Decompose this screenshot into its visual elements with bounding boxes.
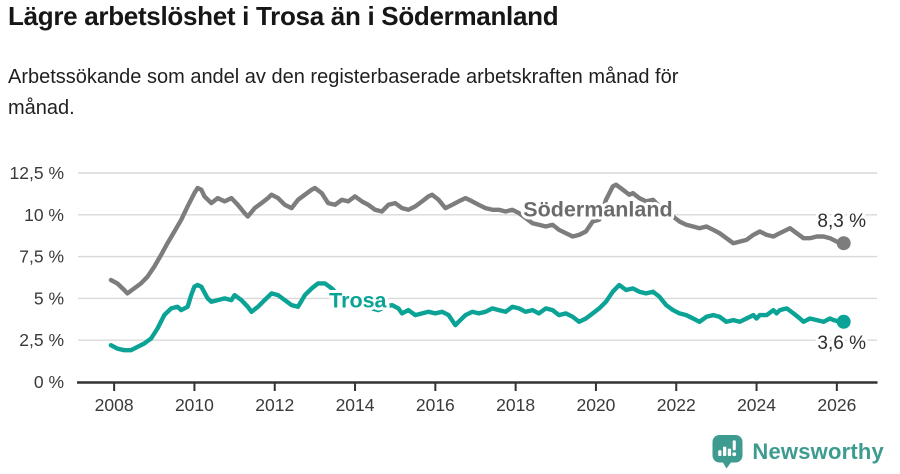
x-tick-label: 2014 xyxy=(336,395,375,415)
x-tick-label: 2016 xyxy=(416,395,455,415)
x-tick-label: 2010 xyxy=(175,395,214,415)
brand-footer: Newsworthy xyxy=(711,434,884,470)
page-title: Lägre arbetslöshet i Trosa än i Söderman… xyxy=(8,1,559,31)
y-tick-label: 0 % xyxy=(34,372,64,392)
x-tick-label: 2024 xyxy=(737,395,776,415)
x-tick-label: 2020 xyxy=(576,395,615,415)
series-end-dot-sodermanland xyxy=(836,236,851,251)
end-value-label-sodermanland: 8,3 % xyxy=(817,211,866,232)
y-tick-label: 5 % xyxy=(34,288,64,308)
series-label-trosa: Trosa xyxy=(329,289,387,313)
y-tick-label: 2,5 % xyxy=(19,330,64,350)
chart-subtitle: Arbetssökande som andel av den registerb… xyxy=(8,66,679,119)
newsworthy-logo-icon xyxy=(712,435,743,469)
y-tick-label: 7,5 % xyxy=(19,247,64,267)
brand-name: Newsworthy xyxy=(752,439,884,464)
y-tick-label: 10 % xyxy=(24,205,64,225)
series-line-sodermanland xyxy=(108,182,846,296)
x-tick-label: 2022 xyxy=(657,395,696,415)
x-tick-label: 2018 xyxy=(496,395,535,415)
x-tick-label: 2012 xyxy=(255,395,294,415)
series-label-sodermanland: Södermanland xyxy=(523,197,672,221)
series-line-trosa xyxy=(108,281,846,353)
end-value-label-trosa: 3,6 % xyxy=(817,333,866,354)
y-tick-label: 12,5 % xyxy=(10,163,64,183)
x-tick-label: 2008 xyxy=(95,395,134,415)
series-end-dot-trosa xyxy=(836,314,851,329)
x-tick-label: 2026 xyxy=(817,395,856,415)
